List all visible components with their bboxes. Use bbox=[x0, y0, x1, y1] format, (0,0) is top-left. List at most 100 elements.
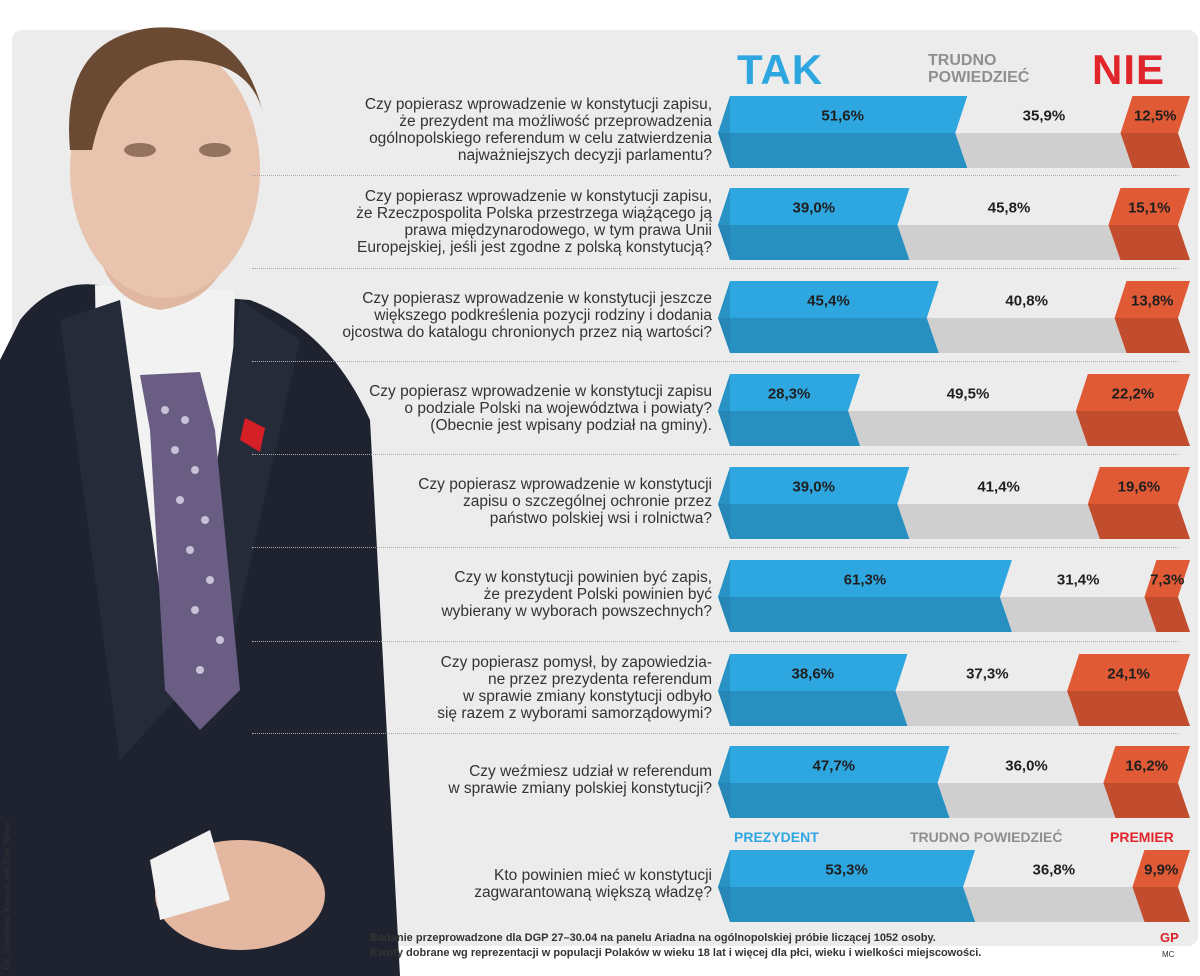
publisher-logo: GP bbox=[1160, 930, 1179, 945]
row-separator bbox=[252, 175, 1178, 176]
special-header-yes: PREZYDENT bbox=[734, 829, 819, 845]
bar-segment-no bbox=[1103, 746, 1190, 818]
question-line: że prezydent Polski powinien być bbox=[483, 585, 712, 603]
question-text: Czy weźmiesz udział w referendum w sprawi… bbox=[252, 763, 712, 797]
question-text: Czy popierasz wprowadzenie w konstytucji… bbox=[252, 188, 712, 256]
question-line: Czy popierasz pomysł, by zapowiedzia- bbox=[440, 654, 712, 671]
question-line: Czy popierasz wprowadzenie w konstytucji… bbox=[362, 289, 712, 307]
row-separator bbox=[252, 641, 1178, 642]
question-line: ne przez prezydenta referendum bbox=[487, 671, 712, 688]
bar-segment-no bbox=[1120, 96, 1190, 168]
bar-segment-yes bbox=[718, 560, 1012, 632]
row-separator bbox=[252, 547, 1178, 548]
row-separator bbox=[252, 268, 1178, 269]
bar-segment-yes bbox=[718, 746, 950, 818]
question-line: państwo polskiej wsi i rolnictwa? bbox=[489, 509, 712, 527]
bar-segment-unsure bbox=[955, 96, 1133, 168]
footnote-line: Badanie przeprowadzone dla DGP 27–30.04 … bbox=[370, 932, 936, 944]
question-text: Czy w konstytucji powinien być zapis, że … bbox=[252, 569, 712, 620]
question-line: prawa międzynarodowego, w tym prawa Unii bbox=[404, 222, 712, 239]
bar-segment-unsure bbox=[999, 560, 1157, 632]
question-text: Czy popierasz wprowadzenie w konstytucji… bbox=[252, 476, 712, 527]
bar-value-label: 7,3% bbox=[1150, 572, 1184, 589]
question-line: się razem z wyborami samorządowymi? bbox=[437, 705, 712, 722]
portrait-photo bbox=[0, 27, 400, 976]
question-line: Czy weźmiesz udział w referendum bbox=[469, 763, 712, 780]
bar-segment-no bbox=[1144, 560, 1190, 632]
question-text: Czy popierasz wprowadzenie w konstytucji… bbox=[252, 383, 712, 434]
bar-value-label: 51,6% bbox=[821, 108, 864, 125]
question-line: Czy popierasz wprowadzenie w konstytucji… bbox=[364, 96, 712, 113]
bar-segment-yes bbox=[718, 96, 968, 168]
bar-segment-unsure bbox=[848, 374, 1088, 446]
question-line: zagwarantowaną większą władzę? bbox=[474, 884, 712, 901]
bar-segment-unsure bbox=[963, 850, 1145, 922]
bar-segment-no bbox=[1114, 281, 1190, 353]
question-line: o podziale Polski na województwa i powia… bbox=[404, 399, 712, 417]
question-line: Czy popierasz wprowadzenie w konstytucji bbox=[418, 475, 712, 493]
bar-value-label: 49,5% bbox=[947, 386, 990, 403]
author-mark: MC bbox=[1162, 950, 1175, 959]
special-header-unsure: TRUDNO POWIEDZIEĆ bbox=[910, 829, 1063, 845]
bar-value-label: 12,5% bbox=[1134, 108, 1177, 125]
bar-segment-no bbox=[1087, 467, 1190, 539]
bar-segment-yes bbox=[718, 654, 908, 726]
question-line: Europejskiej, jeśli jest zgodne z polską… bbox=[357, 239, 712, 256]
bar-segment-no bbox=[1108, 188, 1190, 260]
bar-value-label: 38,6% bbox=[792, 666, 835, 683]
question-line: ojcostwa do katalogu chronionych przez n… bbox=[342, 323, 712, 341]
bar-value-label: 39,0% bbox=[793, 200, 836, 217]
bar-value-label: 37,3% bbox=[966, 666, 1009, 683]
header-unsure: TRUDNO POWIEDZIEĆ bbox=[928, 52, 1030, 86]
question-line: że Rzeczpospolita Polska przestrzega wią… bbox=[356, 205, 712, 222]
question-line: ogólnopolskiego referendum w celu zatwie… bbox=[369, 130, 712, 147]
bar-value-label: 36,8% bbox=[1033, 862, 1076, 879]
question-line: (Obecnie jest wpisany podział na gminy). bbox=[430, 416, 712, 434]
bar-value-label: 45,4% bbox=[807, 293, 850, 310]
bar-segment-unsure bbox=[926, 281, 1127, 353]
bar-segment-yes bbox=[718, 188, 910, 260]
bar-value-label: 40,8% bbox=[1005, 293, 1048, 310]
question-text: Czy popierasz wprowadzenie w konstytucji… bbox=[252, 96, 712, 164]
row-separator bbox=[252, 454, 1178, 455]
bar-segment-yes bbox=[718, 374, 861, 446]
bar-value-label: 15,1% bbox=[1128, 200, 1171, 217]
bar-segment-yes bbox=[718, 467, 910, 539]
bar-segment-no bbox=[1075, 374, 1190, 446]
footnote-line: Kwoty dobrane wg reprezentacji w populac… bbox=[370, 947, 982, 959]
question-line: Kto powinien mieć w konstytucji bbox=[494, 867, 712, 884]
bar-segment-unsure bbox=[937, 746, 1116, 818]
bar-value-label: 45,8% bbox=[988, 200, 1031, 217]
question-text: Czy popierasz wprowadzenie w konstytucji… bbox=[252, 290, 712, 341]
bar-value-label: 31,4% bbox=[1057, 572, 1100, 589]
bar-value-label: 28,3% bbox=[768, 386, 811, 403]
question-line: w sprawie zmiany polskiej konstytucji? bbox=[448, 780, 712, 797]
question-line: Czy w konstytucji powinien być zapis, bbox=[454, 568, 712, 586]
bar-value-label: 61,3% bbox=[844, 572, 887, 589]
bar-value-label: 47,7% bbox=[813, 758, 856, 775]
footnote: Badanie przeprowadzone dla DGP 27–30.04 … bbox=[370, 931, 1150, 961]
bar-value-label: 39,0% bbox=[792, 479, 835, 496]
question-line: Czy popierasz wprowadzenie w konstytucji… bbox=[369, 382, 712, 400]
question-line: większego podkreślenia pozycji rodziny i… bbox=[374, 306, 712, 324]
question-line: Czy popierasz wprowadzenie w konstytucji… bbox=[364, 188, 712, 205]
header-yes: TAK bbox=[737, 46, 824, 93]
bar-value-label: 24,1% bbox=[1107, 666, 1150, 683]
bar-segment-unsure bbox=[895, 654, 1080, 726]
question-line: najważniejszych decyzji parlamentu? bbox=[457, 147, 712, 164]
bar-segment-yes bbox=[718, 281, 939, 353]
bar-value-label: 41,4% bbox=[977, 479, 1020, 496]
bar-segment-no bbox=[1132, 850, 1190, 922]
question-line: w sprawie zmiany konstytucji odbyło bbox=[463, 688, 712, 705]
bar-segment-unsure bbox=[897, 188, 1121, 260]
bar-value-label: 36,0% bbox=[1005, 758, 1048, 775]
bar-value-label: 16,2% bbox=[1125, 758, 1168, 775]
row-separator bbox=[252, 733, 1178, 734]
question-text: Czy popierasz pomysł, by zapowiedzia-ne … bbox=[252, 654, 712, 722]
question-line: wybierany w wyborach powszechnych? bbox=[441, 602, 712, 620]
bar-segment-yes bbox=[718, 850, 976, 922]
bar-value-label: 22,2% bbox=[1112, 386, 1155, 403]
bar-value-label: 53,3% bbox=[825, 862, 868, 879]
row-separator bbox=[252, 361, 1178, 362]
